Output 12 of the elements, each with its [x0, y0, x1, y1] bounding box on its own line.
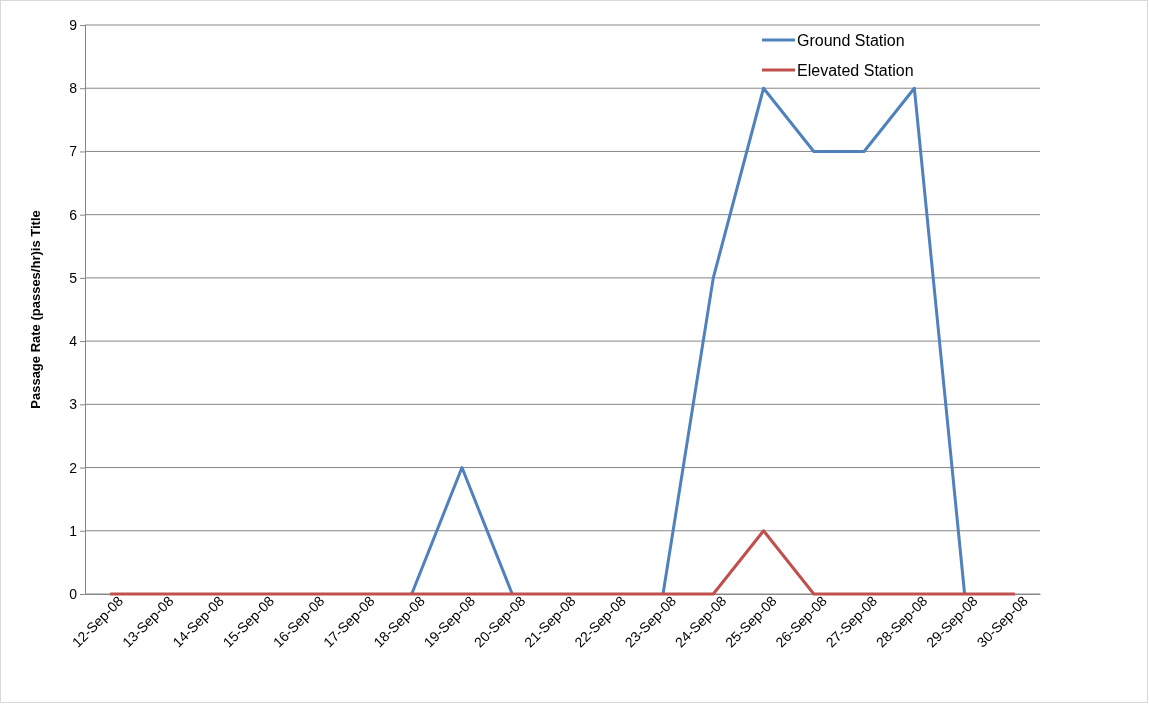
legend-label: Elevated Station — [797, 62, 914, 79]
y-tick-label: 7 — [69, 143, 78, 160]
y-tick-label: 1 — [69, 522, 78, 539]
y-tick-label: 9 — [69, 16, 78, 33]
legend-label: Ground Station — [797, 32, 905, 49]
y-tick-label: 2 — [69, 459, 78, 476]
y-tick-label: 6 — [69, 206, 78, 223]
y-tick-label: 4 — [69, 333, 78, 350]
y-tick-label: 3 — [69, 396, 78, 413]
y-tick-label: 5 — [69, 269, 78, 286]
y-tick-label: 8 — [69, 80, 78, 97]
y-axis-title: Passage Rate (passes/hr)is Title — [28, 210, 43, 409]
